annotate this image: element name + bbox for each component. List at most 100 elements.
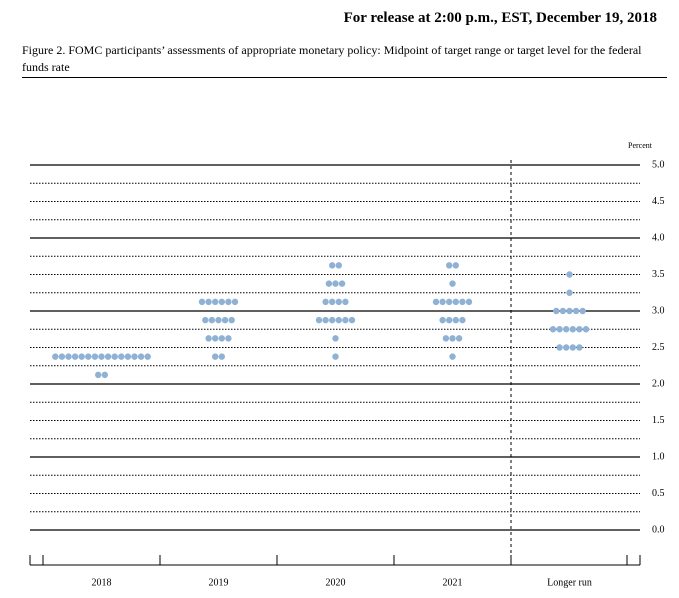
dot xyxy=(212,353,219,360)
y-tick-label: 0.0 xyxy=(652,524,665,535)
dot xyxy=(325,280,333,287)
y-tick-label: 3.5 xyxy=(652,269,665,280)
dot xyxy=(225,298,232,306)
y-tick-label: 4.5 xyxy=(652,196,665,207)
dot xyxy=(95,371,102,379)
dot xyxy=(563,344,570,351)
dot xyxy=(85,353,92,360)
dot xyxy=(118,353,125,360)
dot xyxy=(329,298,336,306)
y-tick-label: 1.0 xyxy=(652,451,665,462)
dot xyxy=(566,289,573,296)
dot xyxy=(315,316,323,324)
dot xyxy=(563,326,570,333)
dot xyxy=(332,335,339,342)
x-tick-label: 2020 xyxy=(326,577,346,588)
dot xyxy=(579,307,586,315)
dot xyxy=(332,353,339,360)
dot xyxy=(131,353,138,360)
dot xyxy=(52,353,59,360)
dot xyxy=(576,344,583,351)
dot xyxy=(111,353,118,360)
dot xyxy=(569,326,576,333)
dot xyxy=(582,326,590,333)
dot xyxy=(205,335,212,342)
y-tick-label: 0.5 xyxy=(652,488,665,499)
dot xyxy=(342,316,349,324)
dot xyxy=(553,307,560,315)
dot xyxy=(576,326,583,333)
dot xyxy=(569,344,576,351)
dot xyxy=(572,307,580,315)
dot xyxy=(58,353,66,360)
dot xyxy=(205,298,212,306)
dot xyxy=(198,298,206,306)
dot xyxy=(104,353,112,360)
dot xyxy=(202,316,209,324)
release-line: For release at 2:00 p.m., EST, December … xyxy=(343,10,657,26)
dot xyxy=(335,262,342,269)
dot xyxy=(335,298,342,306)
dot xyxy=(218,353,225,360)
dot xyxy=(442,335,450,342)
dot xyxy=(218,335,225,342)
dot xyxy=(215,316,222,324)
figure-caption: Figure 2. FOMC participants’ assessments… xyxy=(22,42,667,78)
dot xyxy=(449,353,456,360)
dot xyxy=(432,298,440,306)
dot xyxy=(452,316,459,324)
dot xyxy=(212,298,219,306)
dot xyxy=(338,280,346,287)
dot xyxy=(98,353,105,360)
dot xyxy=(65,353,72,360)
dot xyxy=(566,271,573,278)
dot xyxy=(231,298,239,306)
dot xyxy=(91,353,99,360)
dot xyxy=(556,344,563,351)
dot xyxy=(559,307,567,315)
dot xyxy=(332,280,339,287)
dot xyxy=(342,298,349,306)
dot xyxy=(208,316,216,324)
dot xyxy=(439,298,446,306)
dot xyxy=(446,316,453,324)
x-tick-label: 2019 xyxy=(209,577,229,588)
y-tick-label: 4.0 xyxy=(652,232,665,243)
dot xyxy=(137,353,145,360)
dot xyxy=(329,316,336,324)
dot xyxy=(322,316,329,324)
dot xyxy=(218,298,225,306)
dot xyxy=(228,316,235,324)
dot xyxy=(566,307,573,315)
dot xyxy=(556,326,563,333)
dot xyxy=(449,335,456,342)
dot xyxy=(71,353,79,360)
x-tick-label: 2018 xyxy=(92,577,112,588)
dot xyxy=(459,316,466,324)
dot xyxy=(446,262,453,269)
dot xyxy=(221,316,229,324)
dot xyxy=(439,316,446,324)
dot xyxy=(465,298,473,306)
dot xyxy=(459,298,466,306)
dot xyxy=(335,316,342,324)
dot xyxy=(455,335,463,342)
dot xyxy=(348,316,356,324)
dot xyxy=(452,262,459,269)
dot xyxy=(322,298,329,306)
dot xyxy=(78,353,85,360)
dot xyxy=(446,298,453,306)
dot xyxy=(212,335,219,342)
dot xyxy=(452,298,459,306)
dot xyxy=(449,280,456,287)
dot xyxy=(124,353,132,360)
y-tick-label: 1.5 xyxy=(652,415,665,426)
dot xyxy=(101,371,109,379)
y-tick-label: 2.0 xyxy=(652,378,665,389)
x-tick-label: 2021 xyxy=(443,577,463,588)
x-tick-label: Longer run xyxy=(547,577,592,588)
dot xyxy=(144,353,151,360)
y-axis-label: Percent xyxy=(628,141,653,150)
